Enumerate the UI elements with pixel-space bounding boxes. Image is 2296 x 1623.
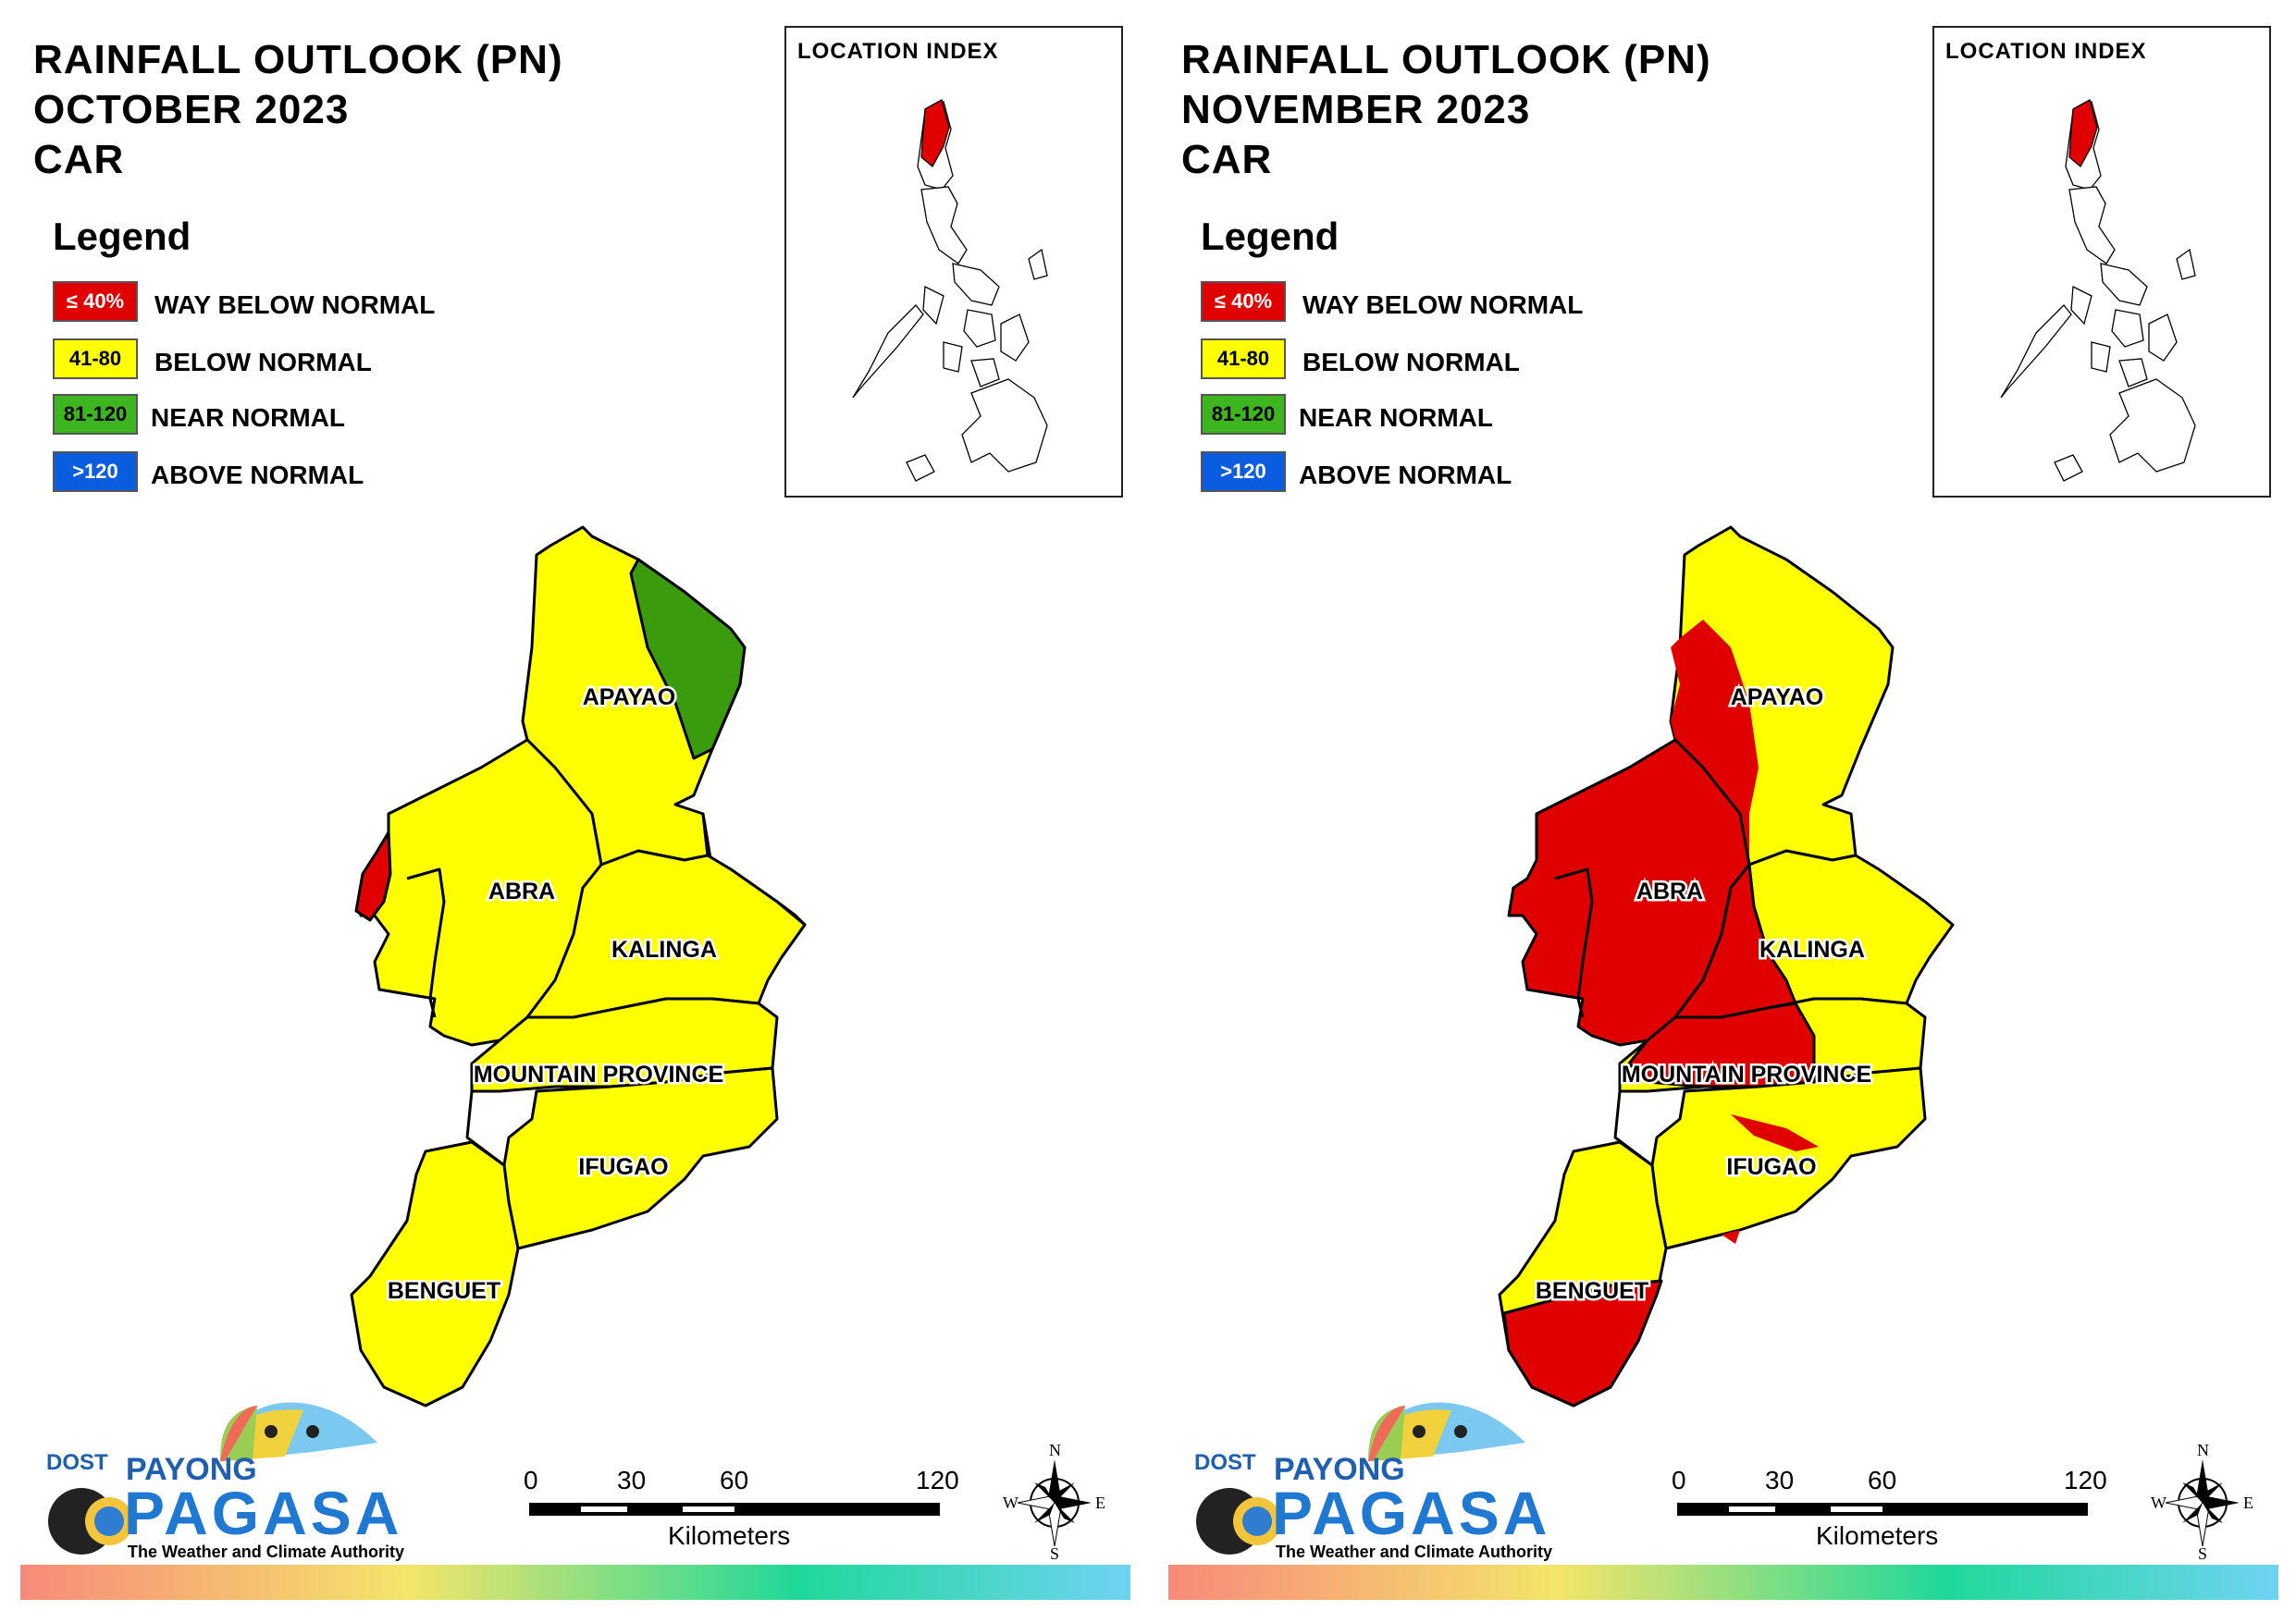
location-index-box: LOCATION INDEX xyxy=(784,26,1123,498)
legend-label: WAY BELOW NORMAL xyxy=(154,290,436,319)
compass-e: E xyxy=(1095,1494,1105,1512)
legend-title: Legend xyxy=(53,215,191,258)
scale-tick-60: 60 xyxy=(1868,1466,1897,1494)
ifugao-way-below-zone xyxy=(1731,1114,1819,1151)
label-benguet: BENGUET xyxy=(388,1278,500,1304)
province-ifugao xyxy=(502,1066,779,1250)
logo-payong-text: PAYONG xyxy=(1274,1452,1405,1487)
title-line-3: CAR xyxy=(1181,137,1273,182)
province-abra xyxy=(1507,738,1751,1047)
label-kalinga: KALINGA xyxy=(1759,937,1865,963)
philippines-index-map xyxy=(2000,99,2196,482)
location-index-title: LOCATION INDEX xyxy=(1945,39,2147,64)
legend-swatch: ≤ 40% xyxy=(53,281,138,322)
north-arrow: N S W E xyxy=(2151,1441,2253,1563)
legend-swatch: 81-120 xyxy=(1201,394,1286,435)
label-kalinga: KALINGA xyxy=(611,937,717,963)
map-title: RAINFALL OUTLOOK (PN) OCTOBER 2023 CAR xyxy=(33,35,563,185)
compass-e: E xyxy=(2243,1494,2253,1512)
logo-tagline: The Weather and Climate Authority xyxy=(1276,1543,1553,1561)
title-line-2: OCTOBER 2023 xyxy=(33,87,350,132)
label-abra: ABRA xyxy=(488,879,555,904)
province-ifugao xyxy=(1650,1066,1927,1250)
legend-swatch: 41-80 xyxy=(53,338,138,379)
label-mountain-province: MOUNTAIN PROVINCE xyxy=(474,1062,723,1088)
label-apayao: APAYAO xyxy=(583,684,676,710)
legend-swatch: >120 xyxy=(53,451,138,492)
apayao-near-normal-zone xyxy=(629,558,747,760)
label-apayao: APAYAO xyxy=(1731,684,1824,710)
logo-tagline: The Weather and Climate Authority xyxy=(128,1543,405,1561)
title-line-3: CAR xyxy=(33,137,125,182)
panel-november: RAINFALL OUTLOOK (PN) NOVEMBER 2023 CAR … xyxy=(1148,0,2296,1623)
scale-bar: 0 30 60 120 Kilometers xyxy=(524,1466,959,1568)
label-ifugao: IFUGAO xyxy=(578,1154,668,1180)
philippines-index-map xyxy=(852,99,1048,482)
scale-bar: 0 30 60 120 Kilometers xyxy=(1672,1466,2107,1568)
footer-gradient-bar xyxy=(20,1565,1130,1600)
logo-pagasa-text: PAGASA xyxy=(1272,1479,1551,1547)
legend-swatch: ≤ 40% xyxy=(1201,281,1286,322)
ifugao-way-below-zone-south xyxy=(1722,1230,1740,1244)
legend-swatch: 41-80 xyxy=(1201,338,1286,379)
scale-tick-60: 60 xyxy=(720,1466,749,1494)
apayao-way-below-zone xyxy=(1671,620,1759,865)
logo-dost-text: DOST xyxy=(46,1450,108,1475)
scale-tick-120: 120 xyxy=(2064,1466,2107,1494)
pagasa-logo: DOST PAYONG PAGASA The Weather and Clima… xyxy=(1183,1387,1553,1563)
legend-label: BELOW NORMAL xyxy=(1302,348,1520,376)
location-index-title: LOCATION INDEX xyxy=(797,39,999,64)
label-benguet: BENGUET xyxy=(1536,1278,1648,1304)
compass-w: W xyxy=(2151,1494,2166,1512)
province-benguet xyxy=(350,1140,520,1408)
scale-tick-0: 0 xyxy=(1672,1466,1686,1494)
title-line-2: NOVEMBER 2023 xyxy=(1181,87,1531,132)
north-arrow: N S W E xyxy=(1003,1441,1105,1563)
title-line-1: RAINFALL OUTLOOK (PN) xyxy=(1181,37,1711,82)
legend-swatch: >120 xyxy=(1201,451,1286,492)
logo-dost-text: DOST xyxy=(1194,1450,1256,1475)
title-line-1: RAINFALL OUTLOOK (PN) xyxy=(33,37,563,82)
label-ifugao: IFUGAO xyxy=(1726,1154,1816,1180)
scale-unit: Kilometers xyxy=(1816,1521,1939,1550)
legend-title: Legend xyxy=(1201,215,1339,258)
legend-label: ABOVE NORMAL xyxy=(1299,461,1512,489)
compass-s: S xyxy=(1050,1544,1060,1563)
legend-label: WAY BELOW NORMAL xyxy=(1302,290,1584,319)
compass-n: N xyxy=(1049,1441,1061,1459)
panel-october: RAINFALL OUTLOOK (PN) OCTOBER 2023 CAR L… xyxy=(20,26,1130,1600)
label-mountain-province: MOUNTAIN PROVINCE xyxy=(1622,1062,1871,1088)
benguet-way-below-zone xyxy=(1502,1279,1663,1408)
compass-n: N xyxy=(2197,1441,2209,1459)
legend-label: ABOVE NORMAL xyxy=(151,461,364,489)
scale-tick-0: 0 xyxy=(524,1466,538,1494)
map-title: RAINFALL OUTLOOK (PN) NOVEMBER 2023 CAR xyxy=(1181,35,1711,185)
scale-tick-30: 30 xyxy=(1765,1466,1795,1494)
legend-label: NEAR NORMAL xyxy=(1299,403,1493,432)
legend-swatch: 81-120 xyxy=(53,394,138,435)
legend-label: BELOW NORMAL xyxy=(154,348,372,376)
location-index-box: LOCATION INDEX xyxy=(1932,26,2271,498)
scale-tick-30: 30 xyxy=(617,1466,647,1494)
scale-unit: Kilometers xyxy=(668,1521,791,1550)
car-region-map: APAYAO ABRA KALINGA MOUNTAIN PROVINCE IF… xyxy=(350,525,807,1408)
scale-tick-120: 120 xyxy=(916,1466,959,1494)
compass-s: S xyxy=(2198,1544,2208,1563)
car-region-map: APAYAO ABRA KALINGA MOUNTAIN PROVINCE IF… xyxy=(1498,525,1955,1408)
compass-w: W xyxy=(1003,1494,1018,1512)
abra-way-below-zone xyxy=(354,830,392,922)
footer-gradient-bar xyxy=(1168,1565,2278,1600)
logo-payong-text: PAYONG xyxy=(126,1452,257,1487)
logo-pagasa-text: PAGASA xyxy=(124,1479,403,1547)
legend-label: NEAR NORMAL xyxy=(151,403,345,432)
label-abra: ABRA xyxy=(1636,879,1703,904)
pagasa-logo: DOST PAYONG PAGASA The Weather and Clima… xyxy=(35,1387,405,1563)
